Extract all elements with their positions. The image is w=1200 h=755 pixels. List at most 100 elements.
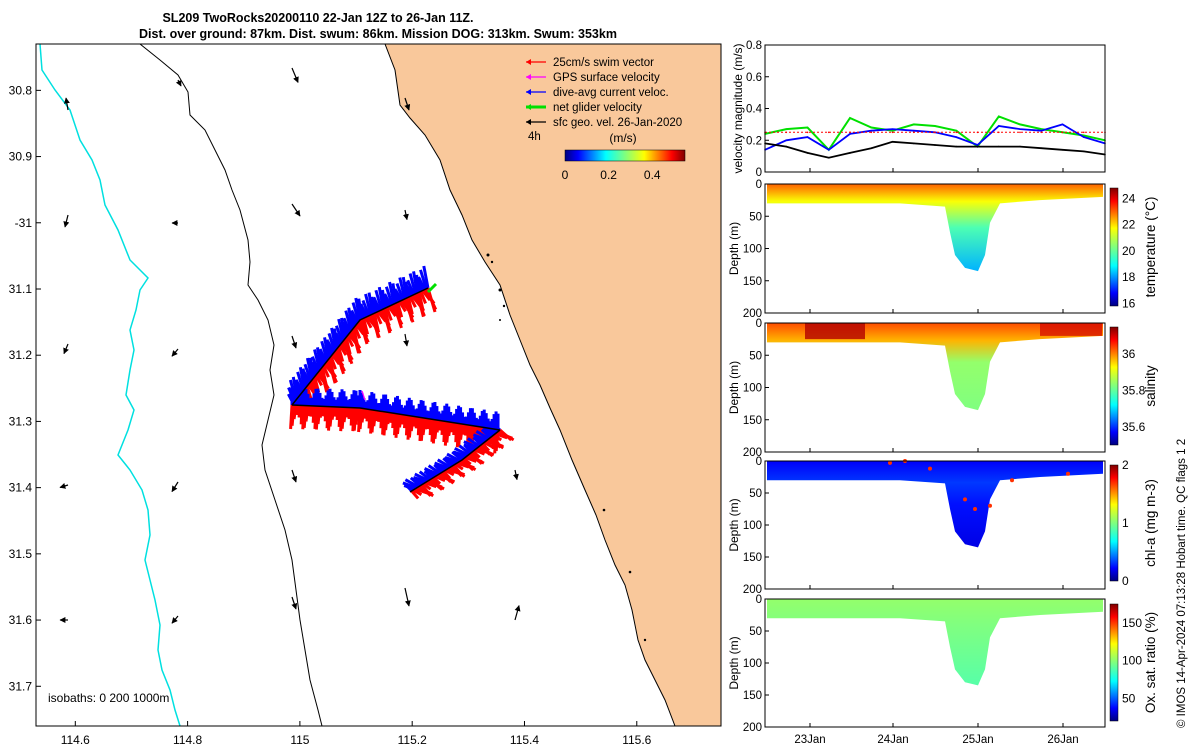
map-y-axis: 30.8 30.9 -31 31.1 31.2 31.3 31.4 31.5 31.6 31.7 xyxy=(9,83,41,693)
track-vector xyxy=(339,342,352,356)
panel-frame xyxy=(764,598,1106,728)
colorbar-tick-label: 35.6 xyxy=(1122,420,1146,434)
panel-frame xyxy=(764,183,1106,314)
track-vector xyxy=(494,432,508,440)
track-vector xyxy=(436,474,452,482)
track-vector xyxy=(349,407,354,426)
track-vector xyxy=(402,481,418,490)
track-vector xyxy=(480,428,492,439)
track-vector xyxy=(406,296,414,315)
isobath-200m xyxy=(139,44,323,726)
track-vector xyxy=(323,406,328,422)
velocity-point xyxy=(849,117,851,119)
colorbar-label: Ox. sat. ratio (%) xyxy=(1143,612,1158,713)
geostrophic-arrow xyxy=(403,333,410,347)
chl-point xyxy=(1066,471,1070,476)
x-tick-label: 25Jan xyxy=(962,734,993,746)
legend-label: net glider velocity xyxy=(553,102,642,114)
x-tick-label: 23Jan xyxy=(794,734,825,746)
track-vector xyxy=(298,366,307,390)
map-y-tick-label: 30.9 xyxy=(9,150,33,164)
track-vector xyxy=(419,269,428,290)
geostrophic-arrow xyxy=(402,209,409,221)
track-vector xyxy=(305,385,313,401)
map-colorbar-tick-label: 0 xyxy=(562,168,569,182)
track-vector xyxy=(307,383,317,396)
track-vector xyxy=(424,470,433,480)
track-vector xyxy=(446,457,455,467)
legend-arrowhead xyxy=(526,104,531,110)
velocity-point xyxy=(1082,136,1085,138)
track-vector xyxy=(475,437,484,445)
track-vector xyxy=(415,274,421,293)
chl-point xyxy=(928,466,932,471)
track-vector xyxy=(389,304,402,320)
track-vector xyxy=(426,418,431,430)
y-axis-label: Depth (m) xyxy=(727,498,741,551)
track-vector xyxy=(344,336,352,355)
geostrophic-arrow xyxy=(171,481,179,493)
track-vector xyxy=(328,406,334,427)
track-vector xyxy=(423,467,440,476)
velocity-point xyxy=(870,147,873,149)
track-vector xyxy=(337,346,345,362)
track-vector xyxy=(314,374,323,387)
map-colorbar-tick-label: 0.4 xyxy=(644,168,661,182)
velocity-point xyxy=(1040,131,1043,134)
velocity-point xyxy=(976,131,979,134)
track-vector xyxy=(463,444,473,454)
track-vector xyxy=(338,344,348,356)
track-vector xyxy=(459,423,465,440)
track-vector xyxy=(472,433,488,442)
track-vector xyxy=(467,437,481,448)
track-vector xyxy=(454,423,459,443)
track-vector xyxy=(362,317,370,335)
track-vector xyxy=(372,410,378,427)
y-tick-label: 0 xyxy=(756,456,762,468)
velocity-point xyxy=(934,125,936,127)
map-y-tick-label: 31.7 xyxy=(9,679,33,693)
legend-label: sfc geo. vel. 26-Jan-2020 xyxy=(553,117,682,129)
map-y-tick-label: 31.6 xyxy=(9,613,33,627)
geostrophic-arrow xyxy=(175,79,182,87)
track-vector xyxy=(434,461,450,470)
track-vector xyxy=(414,487,429,495)
track-vector xyxy=(404,281,410,298)
section-colorbar xyxy=(1109,464,1119,582)
track-vector xyxy=(354,407,360,425)
colorbar-tick-label: 1 xyxy=(1122,516,1129,530)
track-vector xyxy=(352,407,358,431)
track-vector xyxy=(426,480,443,489)
colorbar-tick-label: 16 xyxy=(1122,296,1136,310)
track-vector xyxy=(404,483,413,492)
track-vector xyxy=(292,404,298,420)
track-vector xyxy=(422,482,432,491)
track-vector xyxy=(309,405,314,417)
velocity-point xyxy=(1061,131,1064,134)
map-y-tick-label: 31.5 xyxy=(9,547,33,561)
track-vector xyxy=(365,315,377,329)
velocity-point xyxy=(827,131,830,134)
y-tick-label: 200 xyxy=(743,308,762,320)
track-vector xyxy=(436,464,445,473)
track-vector xyxy=(414,477,423,486)
velocity-point xyxy=(976,145,979,148)
track-vector xyxy=(452,422,457,436)
track-vector xyxy=(412,416,417,427)
y-tick-label: 50 xyxy=(749,626,762,638)
track-vector xyxy=(442,457,453,468)
colorbar-tick-label: 24 xyxy=(1122,191,1136,205)
track-vector xyxy=(406,279,416,296)
track-vector xyxy=(395,414,401,435)
colorbar-tick-label: 20 xyxy=(1122,244,1136,258)
y-tick-label: 200 xyxy=(743,584,762,596)
map-frame xyxy=(35,43,722,727)
geostrophic-arrow xyxy=(63,97,70,111)
track-vector xyxy=(295,405,300,416)
track-vector xyxy=(481,442,491,452)
track-vector xyxy=(391,283,398,304)
track-vector xyxy=(313,349,322,371)
velocity-point xyxy=(891,128,894,130)
track-vector xyxy=(434,475,446,483)
